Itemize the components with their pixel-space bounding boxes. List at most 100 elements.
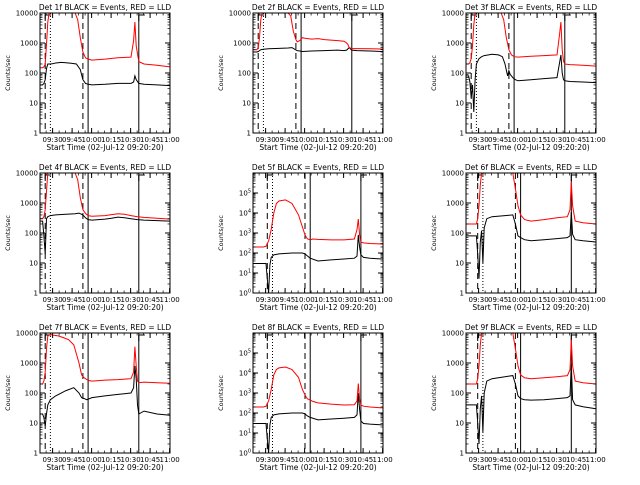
panel-title: Det 4f BLACK = Events, RED = LLD (39, 163, 172, 172)
series-line-events (40, 61, 170, 87)
panel-title: Det 2f BLACK = Events, RED = LLD (252, 3, 385, 12)
y-tick-label: 103 (239, 389, 251, 398)
x-tick-label: 10:30 (334, 296, 354, 304)
x-tick-label: 10:00 (82, 296, 102, 304)
x-tick-label: 10:00 (295, 296, 315, 304)
x-axis-label: Start Time (02-Jul-12 09:20:20) (46, 463, 163, 472)
series-line-events (40, 365, 170, 426)
y-tick-label: 10000 (229, 10, 251, 18)
x-tick-label: 09:45 (275, 136, 295, 144)
y-tick-label: 10000 (16, 330, 38, 338)
x-tick-label: 10:30 (334, 456, 354, 464)
x-axis-label: Start Time (02-Jul-12 09:20:20) (259, 463, 376, 472)
y-axis-label: Counts/sec (430, 375, 438, 411)
y-tick-label: 100 (25, 390, 38, 398)
panel-title: Det 1f BLACK = Events, RED = LLD (39, 3, 172, 12)
x-tick-label: 10:00 (295, 136, 315, 144)
x-tick-label: 11:00 (373, 136, 393, 144)
x-tick-label: 10:45 (566, 136, 586, 144)
x-tick-label: 10:45 (140, 456, 160, 464)
y-tick-label: 10 (242, 100, 251, 108)
x-tick-label: 09:30 (256, 136, 276, 144)
x-tick-label: 10:00 (508, 296, 528, 304)
y-tick-label: 10000 (16, 10, 38, 18)
x-tick-label: 09:30 (43, 296, 63, 304)
series-line-lld (253, 366, 383, 409)
x-tick-label: 10:30 (547, 456, 567, 464)
x-tick-label: 09:30 (256, 456, 276, 464)
series-line-lld (253, 13, 383, 51)
interval-bracket-marker (360, 174, 367, 181)
x-tick-label: 10:45 (353, 456, 373, 464)
interval-bracket-marker (138, 174, 145, 181)
series-line-lld (40, 173, 170, 220)
x-tick-label: 10:45 (140, 136, 160, 144)
interval-bracket-marker (351, 14, 358, 21)
x-tick-label: 10:30 (121, 456, 141, 464)
y-tick-label: 1 (460, 450, 464, 458)
x-tick-label: 09:30 (469, 456, 489, 464)
x-tick-label: 09:45 (488, 136, 508, 144)
panel-title: Det 8f BLACK = Events, RED = LLD (252, 323, 385, 332)
y-tick-label: 1000 (20, 360, 38, 368)
y-tick-label: 100 (25, 70, 38, 78)
y-axis-label: Counts/sec (430, 55, 438, 91)
y-tick-label: 100 (238, 70, 251, 78)
y-tick-label: 10 (455, 100, 464, 108)
x-tick-label: 10:15 (527, 136, 547, 144)
y-tick-label: 103 (239, 229, 251, 238)
y-tick-label: 10000 (442, 170, 464, 178)
y-tick-label: 10 (29, 100, 38, 108)
x-axis-label: Start Time (02-Jul-12 09:20:20) (46, 303, 163, 312)
x-tick-label: 10:15 (527, 296, 547, 304)
y-tick-label: 100 (451, 390, 464, 398)
series-line-lld (466, 333, 596, 385)
y-tick-label: 10000 (442, 10, 464, 18)
interval-bracket-marker (138, 14, 145, 21)
x-tick-label: 10:45 (566, 456, 586, 464)
x-tick-label: 10:00 (508, 136, 528, 144)
y-tick-label: 10 (29, 260, 38, 268)
x-axis-label: Start Time (02-Jul-12 09:20:20) (472, 463, 589, 472)
axes-frame (39, 332, 171, 454)
panel-title: Det 9f BLACK = Events, RED = LLD (465, 323, 598, 332)
y-axis-label: Counts/sec (4, 55, 12, 91)
y-tick-label: 105 (239, 349, 251, 358)
y-tick-label: 10 (29, 420, 38, 428)
x-tick-label: 10:00 (295, 456, 315, 464)
interval-bracket-marker (360, 334, 367, 341)
y-tick-label: 1000 (446, 40, 464, 48)
x-axis-label: Start Time (02-Jul-12 09:20:20) (472, 303, 589, 312)
y-tick-label: 10000 (442, 330, 464, 338)
series-line-events (253, 392, 383, 453)
series-line-events (253, 234, 383, 293)
x-tick-label: 09:45 (62, 136, 82, 144)
y-axis-label: Counts/sec (217, 375, 225, 411)
y-tick-label: 100 (25, 230, 38, 238)
y-axis-label: Counts/sec (430, 215, 438, 251)
x-tick-label: 09:45 (275, 456, 295, 464)
x-tick-label: 09:45 (62, 296, 82, 304)
interval-bracket-marker (44, 174, 52, 181)
series-line-lld (466, 13, 596, 67)
x-tick-label: 09:45 (488, 456, 508, 464)
x-tick-label: 09:30 (469, 136, 489, 144)
interval-bracket-marker (570, 174, 578, 181)
y-tick-label: 1 (34, 130, 38, 138)
panel-det-7: Det 7f BLACK = Events, RED = LLD 1 10 100 10… (4, 323, 180, 472)
x-axis-label: Start Time (02-Jul-12 09:20:20) (472, 143, 589, 152)
series-line-events (40, 212, 170, 255)
x-axis-label: Start Time (02-Jul-12 09:20:20) (259, 303, 376, 312)
x-tick-label: 10:15 (314, 296, 334, 304)
series-line-events (466, 211, 596, 279)
x-tick-label: 09:30 (43, 136, 63, 144)
panel-title: Det 5f BLACK = Events, RED = LLD (252, 163, 385, 172)
y-tick-label: 1 (247, 130, 251, 138)
x-tick-label: 11:00 (160, 136, 180, 144)
axes-frame (465, 332, 597, 454)
axes-frame (252, 12, 384, 134)
y-tick-label: 100 (451, 230, 464, 238)
x-tick-label: 10:00 (508, 456, 528, 464)
x-tick-label: 11:00 (160, 456, 180, 464)
axes-frame (39, 172, 171, 294)
